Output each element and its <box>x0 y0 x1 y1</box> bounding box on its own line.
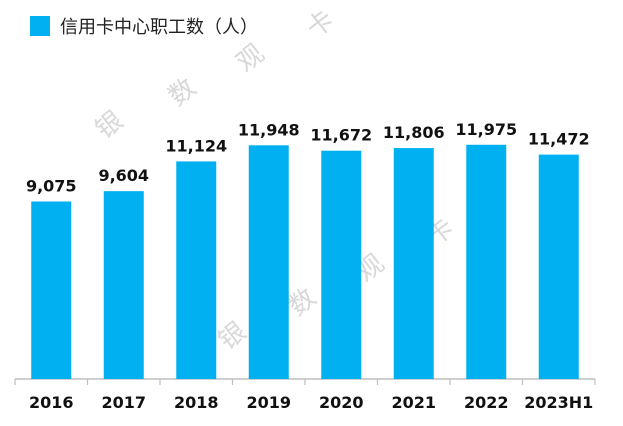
x-tick-label: 2023H1 <box>524 393 593 412</box>
bar <box>466 144 507 379</box>
data-label: 9,075 <box>26 176 77 195</box>
bar <box>248 145 289 379</box>
x-tick-label: 2021 <box>391 393 436 412</box>
legend-swatch <box>30 16 50 36</box>
data-label: 9,604 <box>98 166 149 185</box>
x-tick-label: 2018 <box>174 393 219 412</box>
data-label: 11,975 <box>455 120 517 139</box>
legend-label: 信用卡中心职工数（人） <box>60 17 258 38</box>
bar <box>538 154 579 379</box>
x-tick-label: 2020 <box>319 393 364 412</box>
bar <box>321 150 362 379</box>
x-tick-label: 2017 <box>101 393 146 412</box>
x-tick-label: 2016 <box>29 393 74 412</box>
x-tick-label: 2019 <box>246 393 291 412</box>
data-label: 11,124 <box>165 136 227 155</box>
data-label: 11,806 <box>383 123 445 142</box>
data-label: 11,672 <box>310 126 372 145</box>
data-label: 11,948 <box>238 120 300 139</box>
bar <box>103 191 144 379</box>
bar <box>176 161 217 379</box>
x-tick-label: 2022 <box>464 393 509 412</box>
legend: 信用卡中心职工数（人） <box>30 13 258 39</box>
bar <box>393 148 434 379</box>
data-label: 11,472 <box>528 130 590 149</box>
bar <box>31 201 72 379</box>
